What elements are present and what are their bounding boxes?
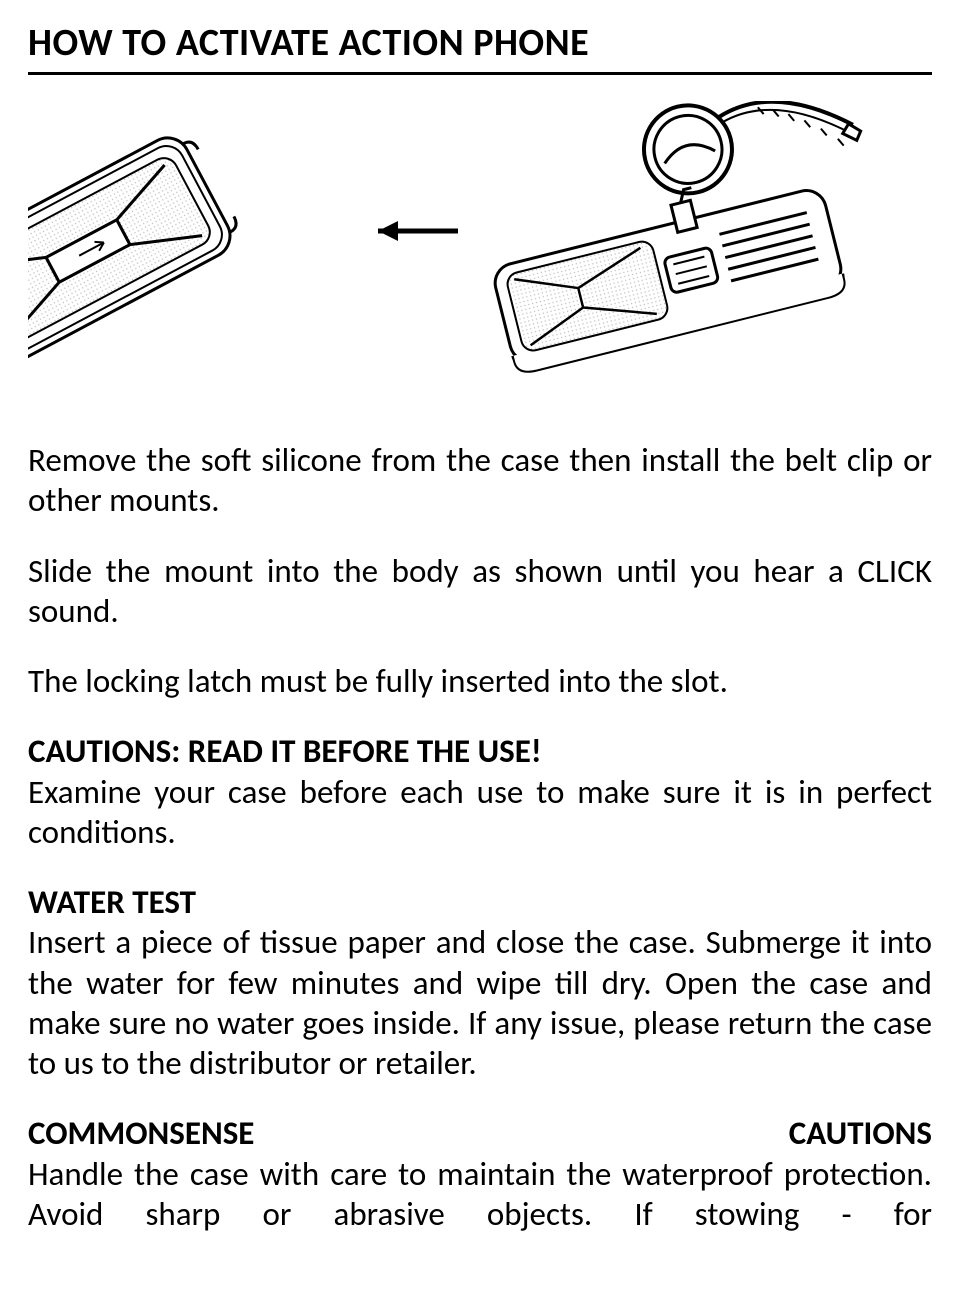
case-front-illustration: [28, 126, 247, 377]
title-rule: [28, 72, 932, 75]
case-mount-illustration: [464, 101, 898, 375]
cautions-heading: CAUTIONS: READ IT BEFORE THE USE!: [28, 731, 542, 771]
water-test-body: Insert a piece of tissue paper and close…: [28, 922, 932, 1083]
commonsense-body: Handle the case with care to maintain th…: [28, 1154, 932, 1234]
slide-arrow-icon: [378, 221, 458, 241]
water-test-block: WATER TEST Insert a piece of tissue pape…: [28, 882, 932, 1083]
manual-page: HOW TO ACTIVATE ACTION PHONE: [0, 0, 960, 1234]
commonsense-heading: COMMONSENSE CAUTIONS: [28, 1113, 932, 1153]
cautions-body: Examine your case before each use to mak…: [28, 772, 932, 852]
slide-paragraph: Slide the mount into the body as shown u…: [28, 551, 932, 632]
page-title: HOW TO ACTIVATE ACTION PHONE: [28, 20, 932, 66]
latch-paragraph: The locking latch must be fully inserted…: [28, 661, 932, 701]
intro-paragraph: Remove the soft silicone from the case t…: [28, 440, 932, 521]
water-test-heading: WATER TEST: [28, 882, 196, 922]
assembly-diagram: [28, 101, 932, 401]
commonsense-block: COMMONSENSE CAUTIONS Handle the case wit…: [28, 1113, 932, 1234]
cautions-block: CAUTIONS: READ IT BEFORE THE USE! Examin…: [28, 731, 932, 852]
